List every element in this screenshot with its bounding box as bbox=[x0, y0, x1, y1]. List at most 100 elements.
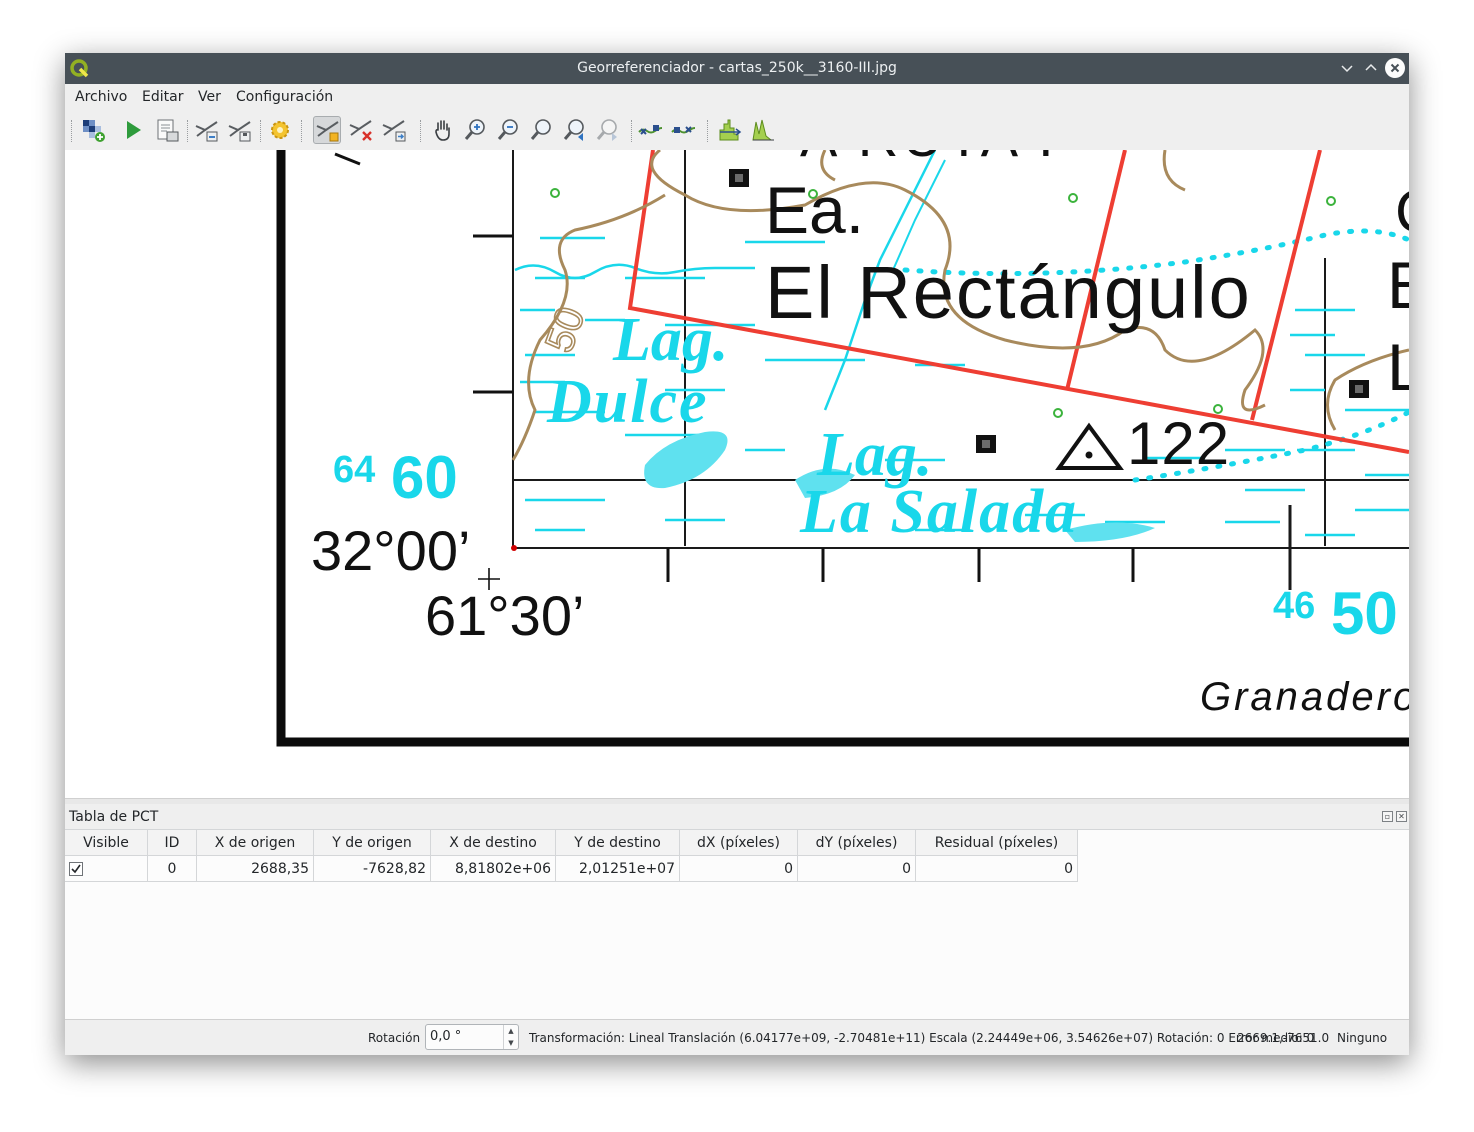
menu-ver[interactable]: Ver bbox=[198, 89, 221, 105]
menu-configuracion[interactable]: Configuración bbox=[236, 89, 334, 105]
qgis-logo-icon bbox=[70, 59, 89, 78]
open-raster-button[interactable] bbox=[79, 116, 107, 144]
pan-icon bbox=[435, 120, 450, 141]
zoom-out-button[interactable] bbox=[495, 116, 523, 144]
map-text-lag-dulce-1: Lag. bbox=[612, 306, 728, 374]
map-canvas[interactable]: A RUTA P Ea. El Rectángulo 50 Lag. Dulce… bbox=[65, 150, 1409, 798]
save-gcp-points-button[interactable] bbox=[226, 116, 254, 144]
transformation-settings-icon bbox=[271, 121, 289, 139]
map-text-right-l: L bbox=[1387, 330, 1409, 404]
crs-indicator[interactable]: Ninguno bbox=[1337, 1031, 1388, 1045]
float-icon: ▫ bbox=[1384, 812, 1391, 821]
table-row-visible-cell[interactable] bbox=[65, 856, 148, 882]
column-header-dy[interactable]: dY (píxeles) bbox=[798, 830, 916, 856]
map-text-grid-50: 50 bbox=[1331, 580, 1398, 647]
zoom-last-button[interactable] bbox=[561, 116, 589, 144]
column-header-x-destino[interactable]: X de destino bbox=[431, 830, 556, 856]
full-histogram-stretch-icon bbox=[719, 119, 742, 141]
toolbar-separator bbox=[631, 120, 634, 142]
window-title: Georreferenciador - cartas_250k__3160-II… bbox=[577, 60, 897, 76]
zoom-to-layer-button[interactable] bbox=[528, 116, 556, 144]
crosshair-cursor-icon bbox=[478, 568, 500, 590]
open-raster-icon bbox=[83, 120, 105, 142]
generate-gdal-script-icon bbox=[157, 119, 179, 142]
map-text-grid-46: 46 bbox=[1273, 585, 1315, 627]
column-header-x-origen[interactable]: X de origen bbox=[197, 830, 314, 856]
save-gcp-points-icon bbox=[228, 121, 251, 142]
zoom-to-layer-icon bbox=[530, 119, 551, 140]
column-header-visible[interactable]: Visible bbox=[65, 830, 148, 856]
transformation-settings-button[interactable] bbox=[266, 116, 294, 144]
table-cell-residual[interactable]: 0 bbox=[916, 856, 1078, 882]
georeferencer-window: Georreferenciador - cartas_250k__3160-II… bbox=[65, 53, 1409, 1055]
visible-checkbox[interactable] bbox=[69, 862, 83, 876]
close-window-button[interactable] bbox=[1385, 58, 1405, 78]
panel-splitter[interactable] bbox=[65, 798, 1409, 805]
link-qgis-to-georeferencer-button[interactable] bbox=[669, 116, 697, 144]
zoom-in-icon bbox=[464, 119, 485, 140]
table-cell-id[interactable]: 0 bbox=[148, 856, 197, 882]
column-header-y-origen[interactable]: Y de origen bbox=[314, 830, 431, 856]
table-cell-y-origen[interactable]: -7628,82 bbox=[314, 856, 431, 882]
gcp-table-panel: Tabla de PCT ▫ ✕ Visible ID X de origen … bbox=[65, 804, 1409, 1020]
chevron-down-icon bbox=[1341, 65, 1353, 73]
close-panel-button[interactable]: ✕ bbox=[1396, 811, 1407, 822]
map-text-grid-60: 60 bbox=[391, 444, 458, 511]
map-text-lag-salada-2: La Salada bbox=[799, 478, 1078, 546]
add-point-icon bbox=[316, 121, 339, 142]
map-text-ea: Ea. bbox=[765, 173, 864, 247]
panel-title: Tabla de PCT bbox=[69, 809, 159, 825]
move-gcp-point-icon bbox=[382, 120, 406, 142]
table-cell-dy[interactable]: 0 bbox=[798, 856, 916, 882]
move-gcp-point-button[interactable] bbox=[380, 116, 408, 144]
title-bar[interactable]: Georreferenciador - cartas_250k__3160-II… bbox=[65, 53, 1409, 84]
local-histogram-stretch-icon bbox=[752, 119, 774, 141]
checkmark-icon bbox=[71, 864, 81, 874]
spin-down-icon[interactable]: ▼ bbox=[508, 1039, 514, 1047]
full-histogram-stretch-button[interactable] bbox=[716, 116, 744, 144]
gcp-point-marker[interactable] bbox=[511, 545, 517, 551]
close-icon: ✕ bbox=[1398, 812, 1405, 821]
table-cell-x-destino[interactable]: 8,81802e+06 bbox=[431, 856, 556, 882]
column-header-y-destino[interactable]: Y de destino bbox=[556, 830, 680, 856]
spin-up-icon[interactable]: ▲ bbox=[508, 1027, 514, 1035]
delete-point-icon bbox=[349, 120, 372, 141]
start-georeferencing-icon bbox=[127, 121, 141, 139]
map-text-grid-64: 64 bbox=[333, 449, 375, 491]
spin-arrows[interactable]: ▲ ▼ bbox=[503, 1025, 518, 1049]
menu-archivo[interactable]: Archivo bbox=[75, 89, 128, 105]
column-header-id[interactable]: ID bbox=[148, 830, 197, 856]
close-icon bbox=[1390, 63, 1400, 73]
toolbar-handle[interactable] bbox=[71, 120, 74, 142]
maximize-button[interactable] bbox=[1361, 58, 1381, 78]
transform-info: Transformación: Lineal Translación (6.04… bbox=[529, 1031, 1315, 1045]
map-text-right-e: E bbox=[1387, 248, 1409, 322]
menu-bar: Archivo Editar Ver Configuración bbox=[65, 84, 1409, 111]
zoom-next-button[interactable] bbox=[594, 116, 622, 144]
zoom-next-icon bbox=[596, 119, 617, 141]
delete-point-button[interactable] bbox=[347, 116, 375, 144]
add-point-button[interactable] bbox=[313, 116, 341, 144]
local-histogram-stretch-button[interactable] bbox=[749, 116, 777, 144]
estancia-symbols bbox=[729, 169, 1369, 453]
table-cell-x-origen[interactable]: 2688,35 bbox=[197, 856, 314, 882]
start-georeferencing-button[interactable] bbox=[119, 116, 147, 144]
column-header-residual[interactable]: Residual (píxeles) bbox=[916, 830, 1078, 856]
map-text-lat: 32°00’ bbox=[311, 519, 470, 582]
pan-button[interactable] bbox=[429, 116, 457, 144]
rotation-input[interactable] bbox=[430, 1029, 500, 1044]
map-text-lon: 61°30’ bbox=[425, 584, 584, 647]
load-gcp-points-button[interactable] bbox=[193, 116, 221, 144]
table-cell-y-destino[interactable]: 2,01251e+07 bbox=[556, 856, 680, 882]
map-text-rectangulo: El Rectángulo bbox=[765, 251, 1252, 334]
generate-gdal-script-button[interactable] bbox=[153, 116, 181, 144]
column-header-dx[interactable]: dX (píxeles) bbox=[680, 830, 798, 856]
rotation-spinbox[interactable]: ▲ ▼ bbox=[425, 1024, 519, 1050]
float-panel-button[interactable]: ▫ bbox=[1382, 811, 1393, 822]
zoom-in-button[interactable] bbox=[462, 116, 490, 144]
minimize-button[interactable] bbox=[1337, 58, 1357, 78]
table-cell-dx[interactable]: 0 bbox=[680, 856, 798, 882]
toolbar bbox=[65, 111, 1409, 151]
menu-editar[interactable]: Editar bbox=[142, 89, 184, 105]
link-georeferencer-to-qgis-button[interactable] bbox=[636, 116, 664, 144]
